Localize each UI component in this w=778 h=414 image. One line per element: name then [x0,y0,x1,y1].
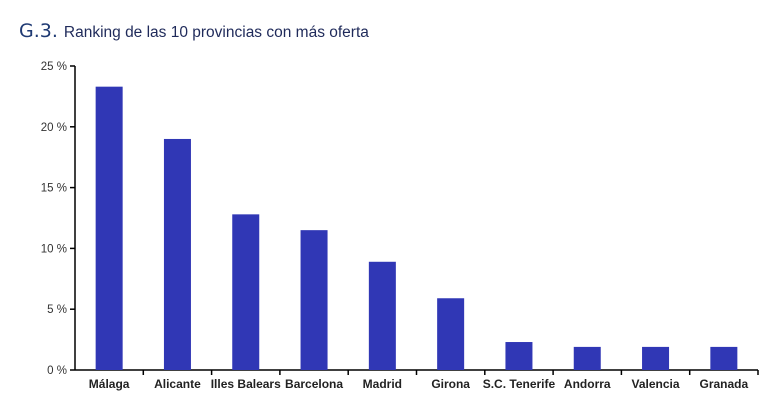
category-label: Girona [431,377,470,391]
category-labels: Málaga Alicante Illes Balears Barcelona Madr… [89,377,749,391]
x-axis [75,369,759,375]
bar [368,261,396,370]
bar [300,230,328,370]
chart-title-text: Ranking de las 10 provincias con más ofe… [63,24,369,41]
bar [95,86,123,370]
y-tick-label: 0 % [47,365,67,377]
chart-title: G.3. Ranking de las 10 provincias con más… [19,20,369,42]
bar [642,346,670,370]
bar [505,342,533,370]
bar [232,214,260,370]
category-label: Illes Balears [211,377,281,391]
bar [573,346,601,370]
category-label: Andorra [564,377,611,391]
y-tick-label: 25 % [41,61,67,73]
category-label: Madrid [363,377,402,391]
category-label: Valencia [632,377,680,391]
bar [710,346,738,370]
y-tick-label: 5 % [47,304,67,316]
y-tick-label: 10 % [41,243,67,255]
bar [163,138,191,370]
category-label: Alicante [154,377,201,391]
figure-number: G.3. [19,20,58,42]
y-tick-label: 20 % [41,122,67,134]
bar [437,298,465,370]
category-label: Barcelona [285,377,343,391]
bars [95,86,738,370]
category-label: S.C. Tenerife [483,377,556,391]
category-label: Granada [700,377,749,391]
category-label: Málaga [89,377,130,391]
y-axis: 0 % 5 % 10 % 15 % 20 % 25 % [41,61,76,377]
y-tick-label: 15 % [41,183,67,195]
